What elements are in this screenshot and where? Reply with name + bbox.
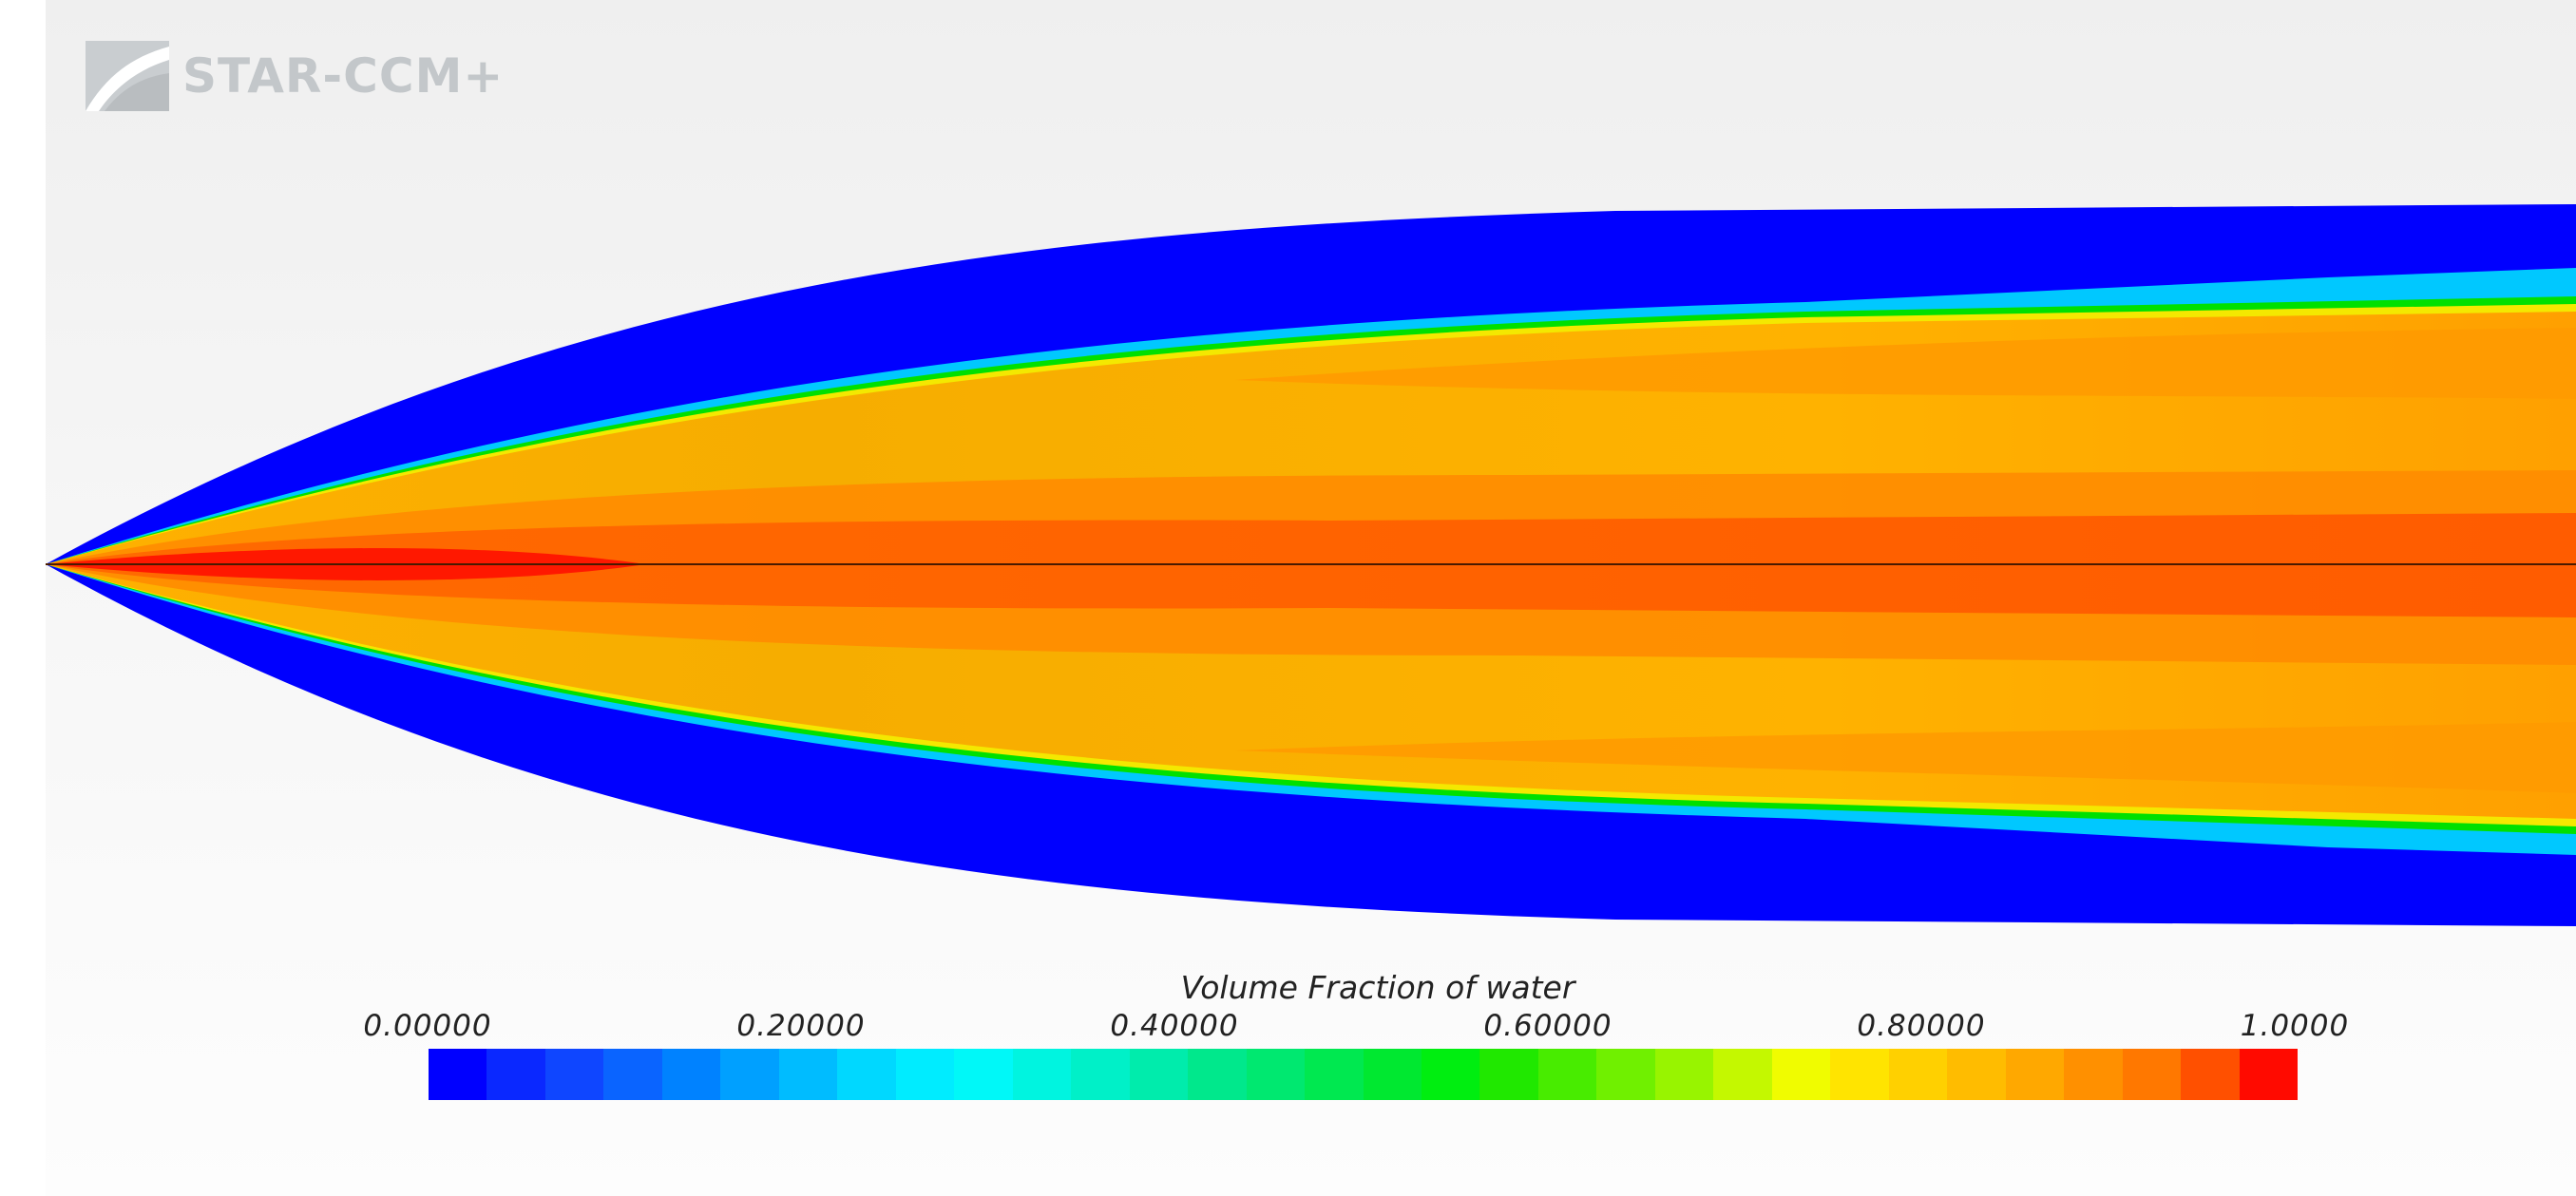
- star-ccm-logo-icon: [86, 41, 169, 111]
- spray-streak-upper: [1235, 328, 2576, 399]
- spray-streak-lower: [1235, 722, 2576, 793]
- legend-tick-label: 0.60000: [1483, 1009, 1612, 1043]
- legend-tick-label: 0.20000: [736, 1009, 866, 1043]
- colorbar-segment: [2239, 1049, 2298, 1100]
- colorbar-segment: [661, 1049, 721, 1100]
- colorbar-segment: [2122, 1049, 2182, 1100]
- legend-tick-label: 0.00000: [363, 1009, 492, 1043]
- colorbar-segment: [1771, 1049, 1831, 1100]
- colorbar-segment: [1363, 1049, 1422, 1100]
- colorbar-segment: [1071, 1049, 1130, 1100]
- colorbar-segment: [2005, 1049, 2065, 1100]
- colorbar-segment: [1830, 1049, 1889, 1100]
- logo-text: STAR-CCM+: [182, 48, 505, 104]
- colorbar-segment: [1596, 1049, 1655, 1100]
- colorbar-segment: [1537, 1049, 1597, 1100]
- colorbar-segment: [1479, 1049, 1538, 1100]
- colorbar-segment: [1888, 1049, 1948, 1100]
- colorbar-segment: [603, 1049, 662, 1100]
- star-ccm-logo: STAR-CCM+: [86, 38, 504, 114]
- colorbar-segment: [1654, 1049, 1714, 1100]
- colorbar-segment: [2064, 1049, 2123, 1100]
- legend-tick-label: 1.0000: [2240, 1009, 2350, 1043]
- colorbar-segment: [1305, 1049, 1364, 1100]
- colorbar-segment: [2181, 1049, 2240, 1100]
- colorbar-segment: [1012, 1049, 1072, 1100]
- colorbar-segment: [1246, 1049, 1306, 1100]
- colorbar-segment: [720, 1049, 779, 1100]
- legend-colorbar[interactable]: [429, 1049, 2298, 1100]
- legend-tick-label: 0.80000: [1857, 1009, 1986, 1043]
- colorbar-segment: [1947, 1049, 2006, 1100]
- colorbar-segment: [429, 1049, 487, 1100]
- colorbar-segment: [1713, 1049, 1772, 1100]
- colorbar-segment: [778, 1049, 838, 1100]
- colorbar-segment: [1188, 1049, 1247, 1100]
- colorbar-segment: [837, 1049, 896, 1100]
- legend-title: Volume Fraction of water: [1180, 969, 1575, 1006]
- colorbar-segment: [544, 1049, 604, 1100]
- colorbar-segment: [954, 1049, 1013, 1100]
- legend-tick-label: 0.40000: [1110, 1009, 1239, 1043]
- colorbar-segment: [895, 1049, 955, 1100]
- colorbar-segment: [1421, 1049, 1480, 1100]
- colorbar-segment: [487, 1049, 545, 1100]
- colorbar-segment: [1129, 1049, 1189, 1100]
